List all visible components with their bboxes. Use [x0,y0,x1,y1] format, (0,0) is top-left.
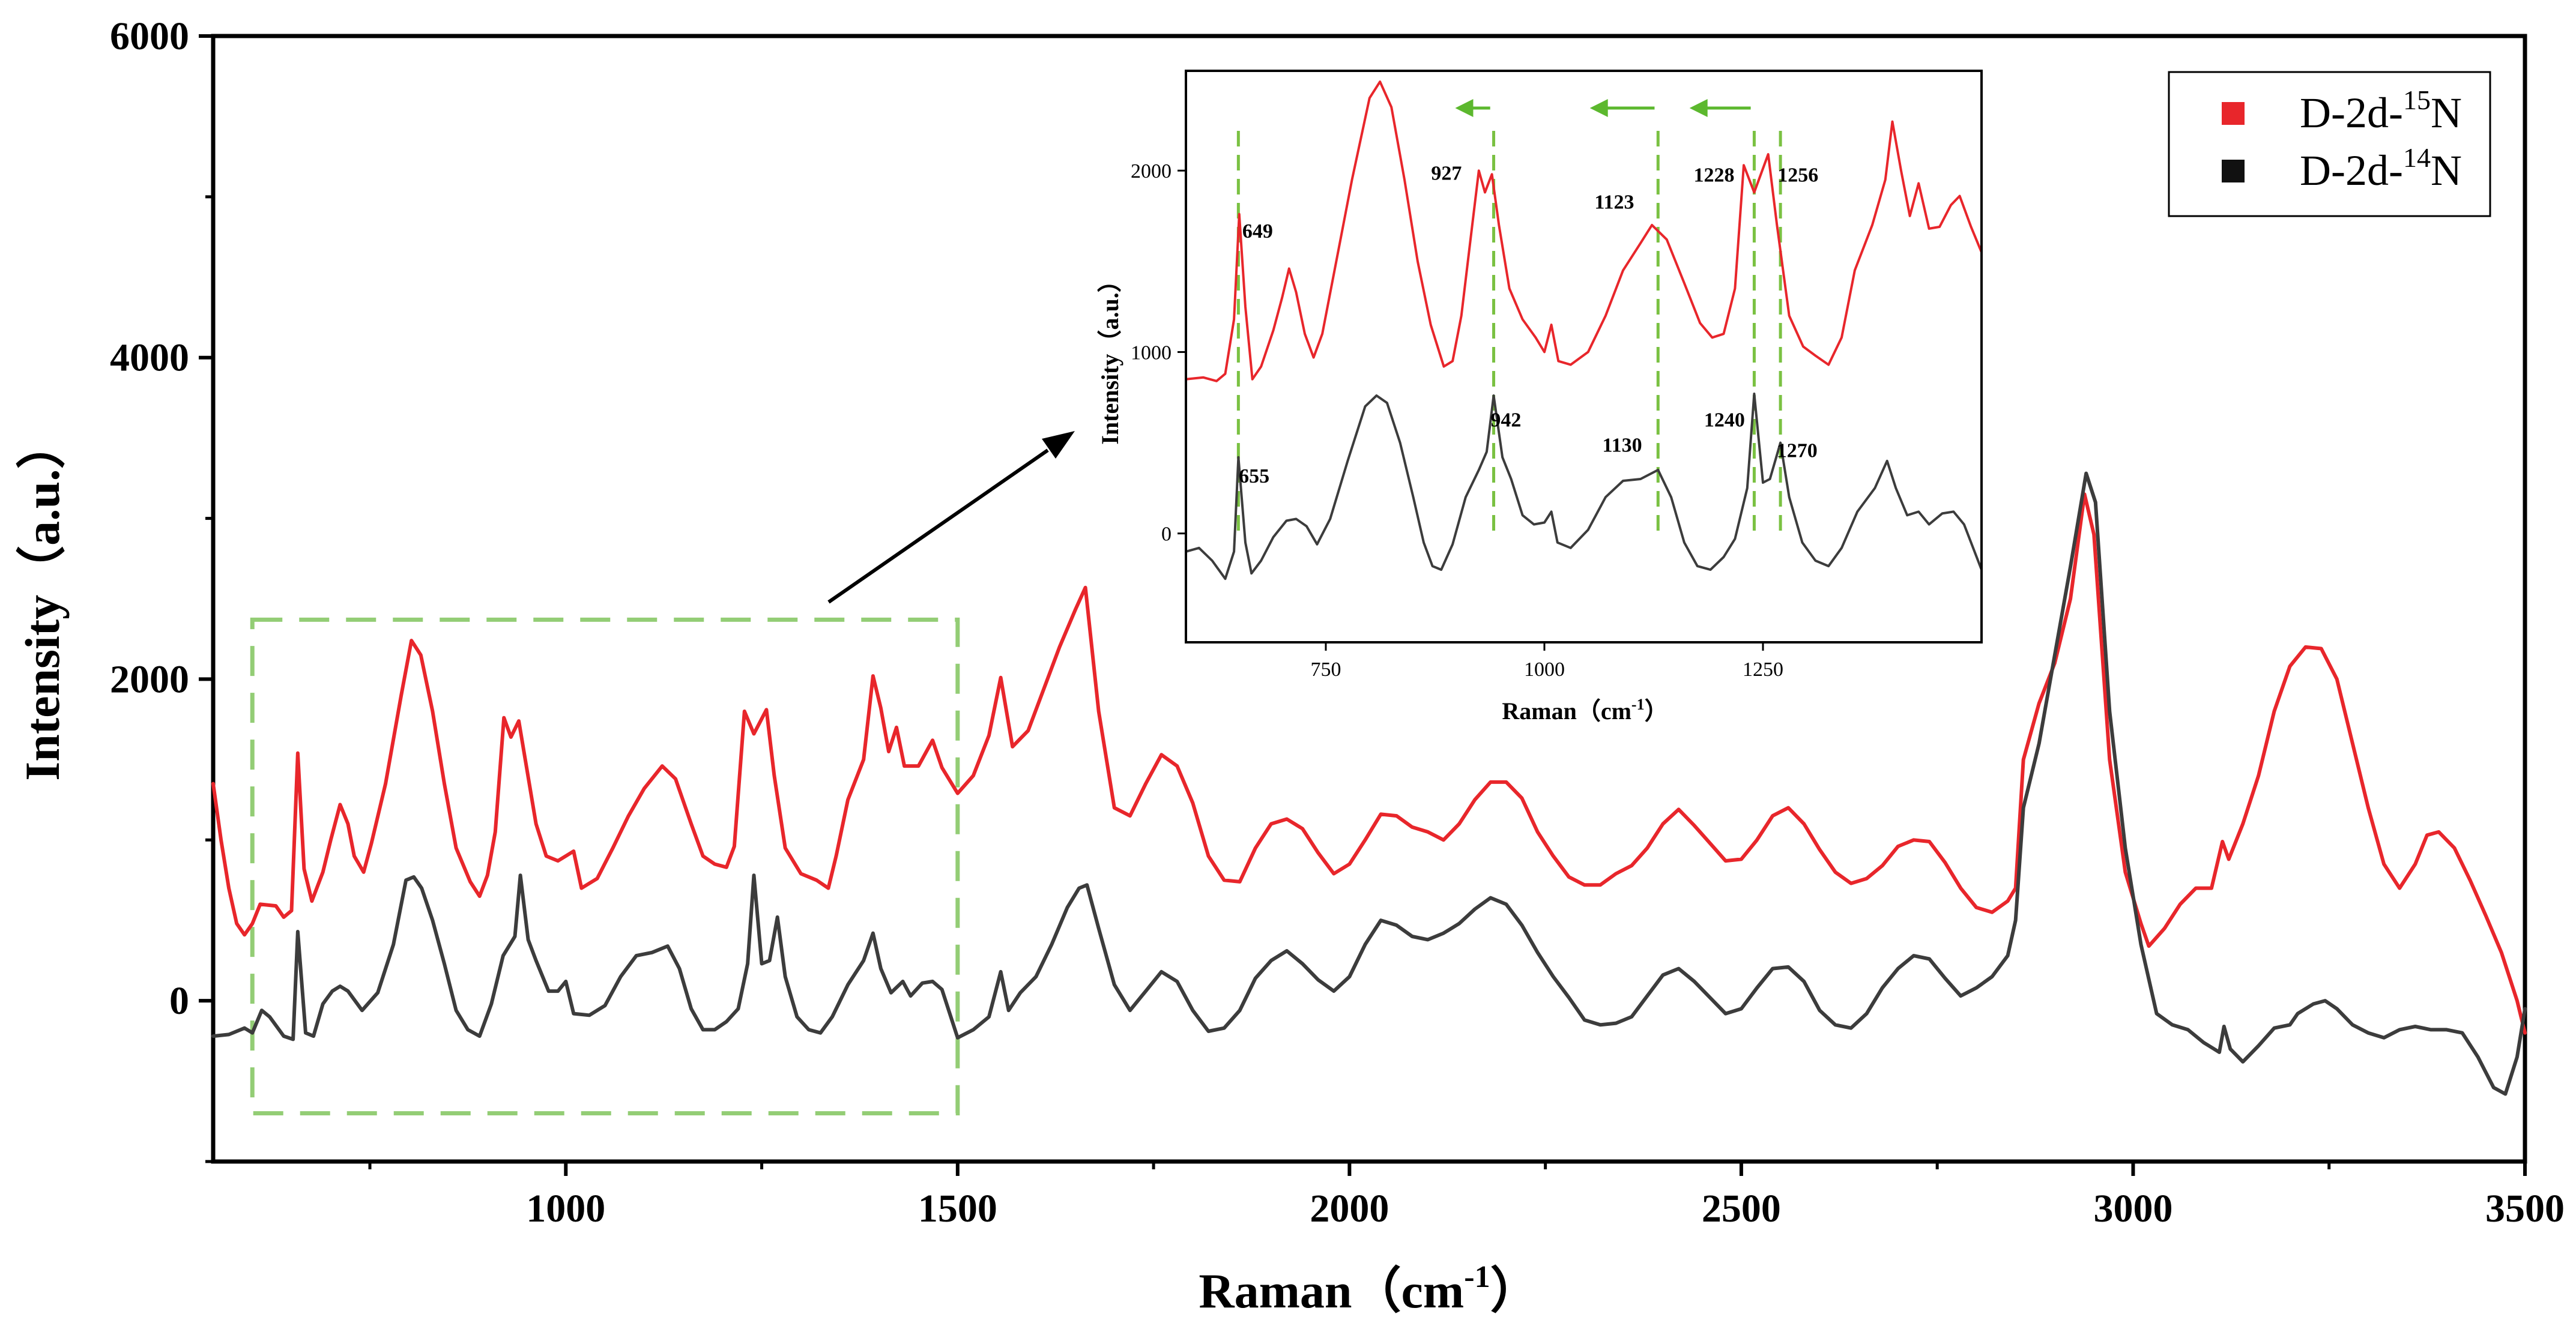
main-x-tick-label: 1000 [526,1187,605,1231]
peak-label-927: 927 [1431,162,1462,184]
inset-x-tick-label: 750 [1310,658,1341,681]
zoom-callout-arrow [827,431,1075,604]
main-series-d-2d-14n [211,471,2527,1096]
main-x-axis-label: Raman（cm-1） [1199,1260,1539,1318]
main-x-tick-label: 3500 [2485,1187,2565,1231]
shift-arrow-left-icon [1455,99,1474,117]
inset-plot-frame [1185,70,1983,643]
inset-y-tick-label: 0 [1161,523,1172,546]
inset-series-d-2d-14n [1185,393,1983,580]
peak-label-1228: 1228 [1693,164,1734,186]
peak-label-1130: 1130 [1603,435,1642,457]
main-x-tick-label: 1500 [918,1187,997,1231]
main-plot: 1000 1500 2000 2500 3000 3500 0 2000 4000 6000 R… [15,14,2565,1318]
inset-y-tick-label: 2000 [1131,160,1172,182]
main-series-group [211,471,2527,1096]
legend-swatch-15n [2222,102,2245,125]
peak-label-1270: 1270 [1777,440,1818,462]
peak-label-942: 942 [1490,409,1521,431]
inset-plot: 649 927 1123 1228 1256 655 942 1130 1240 1270 750… [1096,70,1983,725]
inset-y-axis-label: Intensity（a.u.） [1096,268,1123,444]
inset-y-tick-label: 1000 [1131,342,1172,364]
main-series-d-2d-15n [211,492,2527,1035]
shift-arrow-left-icon [1589,99,1608,117]
main-y-tick-label: 2000 [110,657,189,701]
peak-label-1123: 1123 [1594,191,1634,214]
main-x-ticks: 1000 1500 2000 2500 3000 3500 [368,1162,2565,1231]
inset-x-tick-label: 1250 [1743,658,1783,681]
main-plot-frame [211,34,2527,1164]
legend-label-15n: D-2d-15N [2300,85,2462,137]
legend-frame [2168,71,2491,217]
inset-series-d-2d-15n [1185,80,1983,382]
inset-series-group [1185,80,1983,580]
main-y-tick-label: 6000 [110,14,189,58]
main-x-tick-label: 2500 [1702,1187,1781,1231]
inset-peak-labels: 649 927 1123 1228 1256 655 942 1130 1240 1270 [1239,162,1818,487]
shift-arrow-left-icon [1689,99,1708,117]
inset-y-ticks: 0 1000 2000 [1131,160,1186,546]
main-y-tick-label: 0 [169,979,189,1023]
peak-label-1240: 1240 [1704,409,1745,431]
legend-label-14n: D-2d-14N [2300,142,2462,194]
zoom-arrow-head-icon [1042,431,1075,459]
inset-x-axis-label: Raman（cm-1） [1502,696,1668,725]
zoom-arrow-shaft [827,448,1049,604]
main-y-ticks: 0 2000 4000 6000 [110,14,213,1163]
zoom-region-box [250,617,960,1116]
legend: D-2d-15N D-2d-14N [2168,71,2491,217]
legend-swatch-14n [2222,160,2245,182]
main-y-tick-label: 4000 [110,336,189,380]
main-y-axis-label: Intensity（a.u.） [15,420,70,780]
main-x-tick-label: 3000 [2093,1187,2172,1231]
peak-label-1256: 1256 [1777,164,1818,186]
inset-shift-arrows [1455,99,1751,117]
peak-label-655: 655 [1239,465,1269,487]
inset-x-ticks: 750 1000 1250 [1310,642,1783,681]
peak-label-649: 649 [1242,220,1273,243]
inset-x-tick-label: 1000 [1524,658,1565,681]
main-x-tick-label: 2000 [1310,1187,1389,1231]
